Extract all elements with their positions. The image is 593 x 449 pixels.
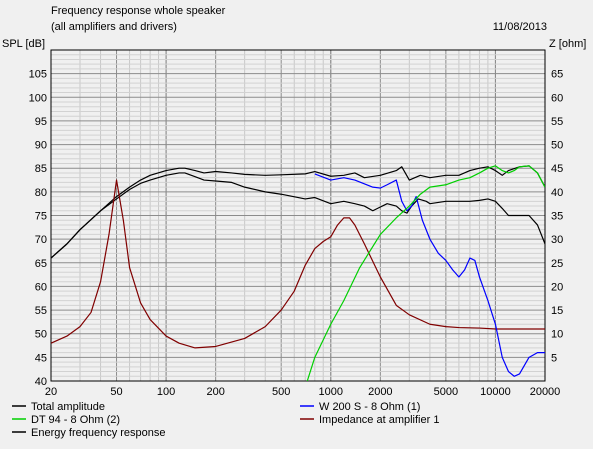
y-tick-label-right: 15 (551, 305, 563, 317)
y-tick-label-left: 75 (35, 211, 47, 223)
legend-label: Total amplitude (31, 401, 105, 413)
y-tick-label-right: 60 (551, 92, 563, 104)
chart-title: Frequency response whole speaker (51, 5, 226, 17)
x-tick-label: 50 (110, 386, 122, 398)
x-tick-label: 20000 (530, 386, 561, 398)
y-tick-label-left: 45 (35, 352, 47, 364)
series-line-impedance-at-amplifier-1 (51, 179, 545, 349)
y-tick-label-right: 25 (551, 258, 563, 270)
y-tick-label-right: 20 (551, 281, 563, 293)
y-tick-label-right: 30 (551, 234, 563, 246)
y-axis-label-right: Z [ohm] (549, 38, 586, 50)
y-tick-label-left: 50 (35, 329, 47, 341)
y-tick-label-right: 65 (551, 69, 563, 81)
y-tick-label-left: 80 (35, 187, 47, 199)
y-tick-label-left: 100 (29, 92, 47, 104)
legend-item: W 200 S - 8 Ohm (1) (300, 401, 420, 413)
x-tick-label: 2000 (368, 386, 392, 398)
series-layer (51, 165, 545, 381)
legend-label: W 200 S - 8 Ohm (1) (319, 401, 420, 413)
x-tick-label: 100 (157, 386, 175, 398)
y-tick-label-left: 105 (29, 69, 47, 81)
legend-item: Impedance at amplifier 1 (300, 414, 439, 426)
x-tick-label: 10000 (480, 386, 511, 398)
y-tick-label-left: 85 (35, 163, 47, 175)
x-tick-label: 5000 (434, 386, 458, 398)
x-tick-label: 500 (272, 386, 290, 398)
legend-label: DT 94 - 8 Ohm (2) (31, 414, 120, 426)
y-tick-label-right: 5 (551, 352, 557, 364)
series-line-dt-94-8-ohm-2 (306, 165, 545, 381)
legend-item: DT 94 - 8 Ohm (2) (12, 414, 120, 426)
y-tick-label-left: 95 (35, 116, 47, 128)
y-tick-label-right: 40 (551, 187, 563, 199)
legend-item: Total amplitude (12, 401, 105, 413)
y-tick-label-left: 40 (35, 376, 47, 388)
y-tick-label-left: 65 (35, 258, 47, 270)
grid-layer (50, 50, 546, 381)
series-line-energy-frequency-response (51, 172, 545, 259)
legend-label: Energy frequency response (31, 427, 166, 439)
y-tick-label-left: 55 (35, 305, 47, 317)
y-tick-label-left: 60 (35, 281, 47, 293)
tick-layer: 20 50 100 200 500 1000 2000 5000 10000 20000 40 45 5… (29, 69, 564, 398)
y-tick-label-right: 35 (551, 211, 563, 223)
y-tick-label-left: 90 (35, 140, 47, 152)
chart-subtitle: (all amplifiers and drivers) (51, 21, 177, 33)
x-tick-label: 1000 (319, 386, 343, 398)
y-tick-label-right: 45 (551, 163, 563, 175)
y-tick-label-left: 70 (35, 234, 47, 246)
legend-label: Impedance at amplifier 1 (319, 414, 439, 426)
y-tick-label-right: 10 (551, 329, 563, 341)
series-line-w-200-s-8-ohm-1 (314, 173, 545, 377)
legend-item: Energy frequency response (12, 427, 166, 439)
y-tick-label-right: 50 (551, 140, 563, 152)
y-tick-label-right: 55 (551, 116, 563, 128)
y-axis-label-left: SPL [dB] (2, 38, 45, 50)
plot-frame (50, 49, 546, 382)
legend: Total amplitude W 200 S - 8 Ohm (1) DT 94 … (12, 401, 439, 439)
chart-date: 11/08/2013 (493, 21, 547, 33)
x-tick-label: 200 (206, 386, 224, 398)
x-tick-label: 20 (45, 386, 57, 398)
